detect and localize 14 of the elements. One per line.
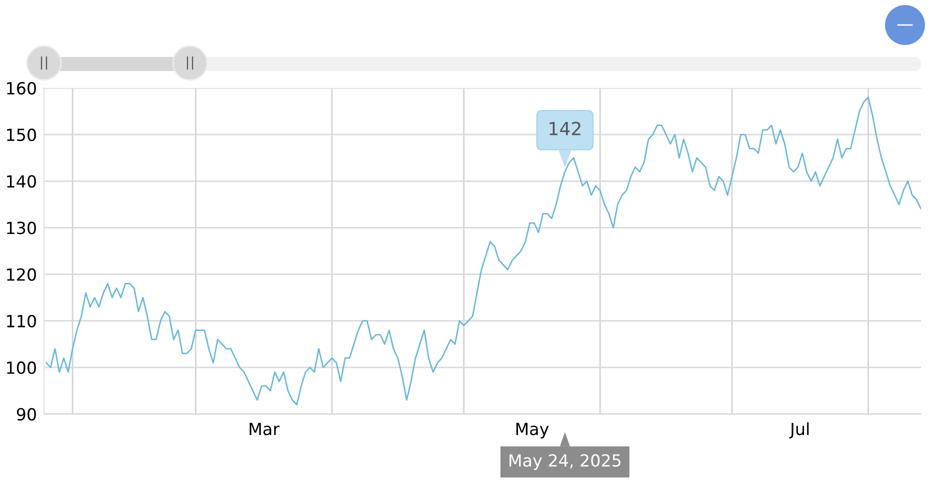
y-tick-label: 150	[7, 128, 36, 142]
y-tick-label: 110	[7, 314, 36, 328]
line-series	[46, 96, 921, 406]
y-tick-label: 140	[7, 175, 36, 188]
y-tick-label: 90	[16, 408, 36, 421]
y-tick-label: 160	[7, 82, 36, 95]
x-tick-label: Mar	[250, 422, 280, 436]
annotation: 142	[550, 122, 580, 136]
text: May 24, 2025	[510, 454, 620, 470]
y-tick-label: 130	[7, 222, 36, 234]
x-tick-label: May	[516, 422, 549, 438]
y-tick-label: 100	[7, 361, 36, 374]
y-tick-label: 120	[7, 268, 36, 281]
x-tick-label: Jul	[789, 422, 809, 438]
